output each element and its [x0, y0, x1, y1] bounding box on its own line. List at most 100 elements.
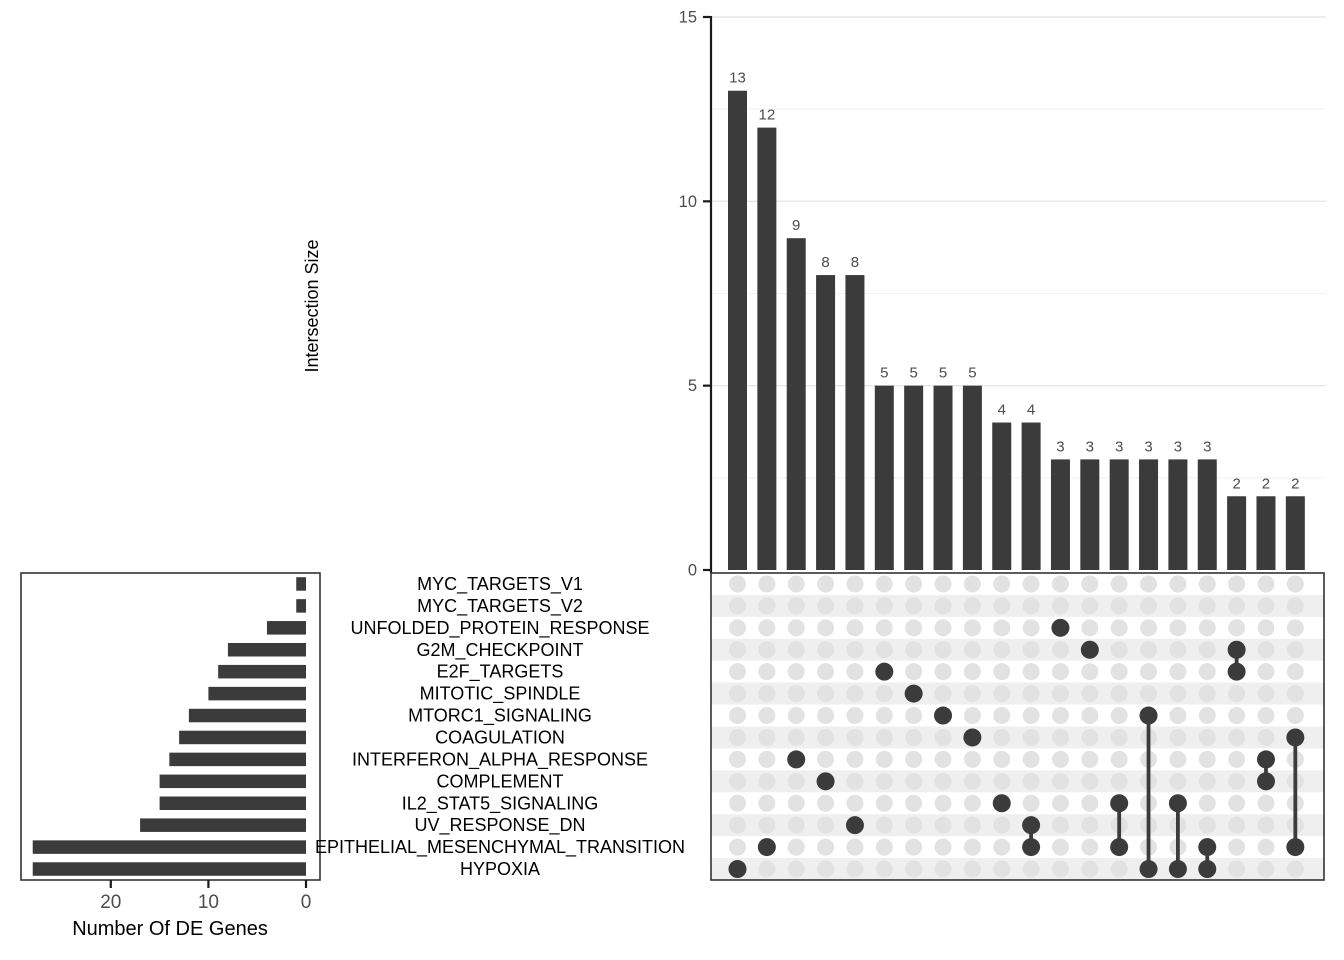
set-label: COMPLEMENT — [436, 771, 563, 791]
matrix-dot — [846, 619, 864, 637]
matrix-dot — [934, 619, 952, 637]
matrix-dot — [787, 663, 805, 681]
set-size-bar — [266, 621, 306, 635]
matrix-dot — [993, 772, 1011, 790]
matrix-dot — [787, 838, 805, 856]
set-size-x-tick-label: 10 — [198, 892, 219, 913]
matrix-dot — [1228, 619, 1246, 637]
intersection-value-label: 3 — [1056, 438, 1064, 455]
matrix-dot — [1228, 575, 1246, 593]
matrix-dot — [787, 707, 805, 725]
matrix-dot — [934, 641, 952, 659]
matrix-dot — [1228, 794, 1246, 812]
matrix-dot — [1286, 597, 1304, 615]
matrix-dot — [963, 838, 981, 856]
matrix-dot — [934, 816, 952, 834]
intersection-bar — [816, 275, 836, 570]
matrix-dot — [963, 575, 981, 593]
matrix-dot — [1051, 728, 1069, 746]
intersection-bar — [1256, 496, 1276, 570]
matrix-dot — [905, 663, 923, 681]
matrix-dot — [905, 750, 923, 768]
matrix-dot — [817, 685, 835, 703]
matrix-dot — [1022, 619, 1040, 637]
matrix-dot — [963, 860, 981, 878]
matrix-dot — [1081, 838, 1099, 856]
row-stripe — [711, 814, 1324, 837]
set-size-bar — [296, 577, 306, 591]
matrix-dot — [993, 575, 1011, 593]
intersection-bar — [962, 385, 982, 570]
matrix-dot — [1257, 728, 1275, 746]
matrix-dot — [1110, 707, 1128, 725]
matrix-dot — [1198, 728, 1216, 746]
matrix-dot — [875, 641, 893, 659]
set-size-x-tick-label: 0 — [301, 892, 312, 913]
matrix-dot — [1257, 707, 1275, 725]
matrix-dot — [758, 707, 776, 725]
matrix-dot — [1257, 575, 1275, 593]
row-stripe — [711, 858, 1324, 880]
matrix-dot-filled — [1022, 816, 1041, 835]
matrix-dot-filled — [1227, 640, 1246, 659]
matrix-dot — [758, 772, 776, 790]
intersection-value-label: 3 — [1144, 438, 1152, 455]
matrix-dot — [1081, 772, 1099, 790]
matrix-dot — [729, 794, 746, 812]
intersection-bar — [845, 275, 865, 570]
matrix-dot-filled — [816, 772, 835, 791]
matrix-dot — [1022, 663, 1040, 681]
matrix-dot — [875, 772, 893, 790]
matrix-dot — [1110, 597, 1128, 615]
matrix-dot — [934, 685, 952, 703]
matrix-dot — [817, 728, 835, 746]
intersection-bar — [786, 238, 806, 570]
matrix-dot — [1081, 597, 1099, 615]
matrix-dot — [1286, 663, 1304, 681]
matrix-dot — [1051, 663, 1069, 681]
matrix-dot — [1198, 750, 1216, 768]
matrix-dot — [875, 750, 893, 768]
intersection-value-label: 8 — [821, 254, 829, 271]
intersection-bar — [1050, 459, 1070, 570]
matrix-dot — [1022, 750, 1040, 768]
set-label: G2M_CHECKPOINT — [416, 640, 583, 661]
matrix-dot — [1228, 750, 1246, 768]
matrix-dot — [758, 663, 776, 681]
intersection-value-label: 9 — [792, 217, 800, 234]
matrix-dot — [963, 707, 981, 725]
matrix-dot — [787, 641, 805, 659]
matrix-dot — [1198, 794, 1216, 812]
matrix-dot-filled — [1051, 618, 1070, 637]
set-label: COAGULATION — [435, 727, 565, 747]
matrix-dot — [758, 641, 776, 659]
matrix-dot — [729, 728, 746, 746]
matrix-dot — [1228, 597, 1246, 615]
matrix-dot — [993, 860, 1011, 878]
set-size-bar — [32, 862, 306, 876]
matrix-dot — [934, 794, 952, 812]
matrix-dot — [1051, 685, 1069, 703]
matrix-dot — [1081, 685, 1099, 703]
intersection-value-label: 5 — [939, 365, 947, 382]
set-label: MYC_TARGETS_V2 — [417, 596, 583, 617]
matrix-dot — [1257, 816, 1275, 834]
matrix-dot — [905, 575, 923, 593]
intersection-bar — [904, 385, 924, 570]
matrix-dot — [963, 794, 981, 812]
set-size-panel — [20, 572, 321, 881]
matrix-dot — [1140, 663, 1158, 681]
matrix-dot — [1228, 772, 1246, 790]
matrix-dot — [993, 838, 1011, 856]
matrix-dot — [1051, 838, 1069, 856]
matrix-dot — [846, 597, 864, 615]
matrix-dot — [1140, 575, 1158, 593]
intersection-y-tick-label: 0 — [688, 562, 697, 580]
set-size-x-tick-label: 20 — [100, 892, 121, 913]
matrix-dot — [1022, 641, 1040, 659]
intersection-y-tick-label: 10 — [679, 193, 697, 211]
matrix-dot — [1081, 575, 1099, 593]
matrix-dot — [1228, 728, 1246, 746]
matrix-dot — [1198, 772, 1216, 790]
matrix-dot — [1257, 597, 1275, 615]
